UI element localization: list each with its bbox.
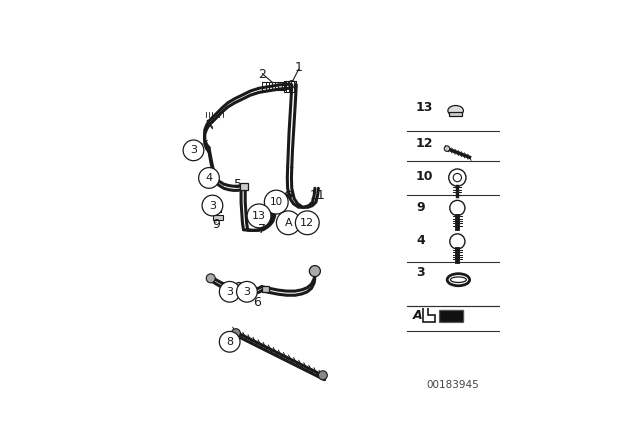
- Text: 13: 13: [416, 101, 433, 114]
- Text: 5: 5: [234, 178, 243, 191]
- Ellipse shape: [447, 274, 470, 286]
- Text: 4: 4: [205, 173, 212, 183]
- Circle shape: [247, 204, 271, 228]
- Text: 13: 13: [252, 211, 266, 221]
- Text: 1: 1: [295, 61, 303, 74]
- Circle shape: [202, 195, 223, 216]
- Text: A: A: [413, 310, 422, 323]
- Ellipse shape: [448, 106, 463, 116]
- Circle shape: [234, 283, 243, 292]
- Text: 3: 3: [209, 201, 216, 211]
- Circle shape: [296, 211, 319, 235]
- Text: A: A: [285, 218, 292, 228]
- Circle shape: [232, 329, 241, 338]
- Text: 3: 3: [226, 287, 233, 297]
- Bar: [449, 112, 462, 116]
- Bar: [440, 310, 463, 322]
- Circle shape: [220, 281, 240, 302]
- Ellipse shape: [451, 277, 467, 283]
- Circle shape: [183, 140, 204, 161]
- Text: 8: 8: [226, 337, 233, 347]
- Text: 3: 3: [190, 145, 197, 155]
- Text: 7: 7: [259, 223, 266, 236]
- Circle shape: [206, 274, 215, 283]
- Bar: [262, 286, 269, 293]
- Circle shape: [444, 146, 450, 151]
- Text: 3: 3: [243, 287, 250, 297]
- Bar: [240, 184, 248, 190]
- Text: 12: 12: [416, 137, 433, 150]
- FancyBboxPatch shape: [440, 310, 463, 322]
- Circle shape: [276, 211, 300, 235]
- Circle shape: [264, 190, 288, 214]
- Text: 6: 6: [253, 296, 261, 309]
- Text: 10: 10: [269, 197, 283, 207]
- Text: 10: 10: [416, 170, 433, 183]
- Text: 11: 11: [310, 189, 326, 202]
- Bar: [214, 215, 223, 220]
- Text: 3: 3: [416, 266, 424, 279]
- Text: 9: 9: [212, 218, 220, 231]
- Text: 2: 2: [259, 68, 266, 81]
- Text: 4: 4: [416, 234, 425, 247]
- Circle shape: [318, 371, 327, 380]
- Circle shape: [198, 168, 220, 188]
- Text: 9: 9: [416, 201, 424, 214]
- Text: 00183945: 00183945: [426, 380, 479, 390]
- Circle shape: [220, 332, 240, 352]
- Circle shape: [309, 266, 321, 276]
- Text: 12: 12: [300, 218, 314, 228]
- Circle shape: [237, 281, 257, 302]
